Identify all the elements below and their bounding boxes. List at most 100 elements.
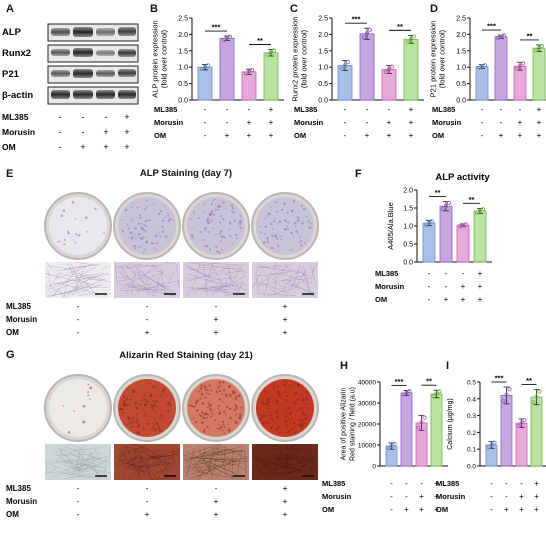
treatment-cell: - — [146, 496, 149, 506]
treatment-row-label: ML385 — [6, 484, 31, 493]
micrograph-tile — [45, 262, 111, 298]
treatment-cell: - — [248, 105, 251, 114]
data-point — [430, 220, 433, 223]
treatment-row-label: Morusin — [6, 497, 37, 506]
treat-cell: + — [124, 142, 129, 152]
data-point — [423, 416, 426, 419]
sig-label: ** — [257, 36, 263, 45]
treatment-cell: - — [390, 479, 393, 488]
treatment-cell: + — [387, 118, 392, 127]
micrograph-tile — [114, 444, 180, 480]
treatment-row-label: Morusin — [436, 492, 466, 501]
treatment-cell: + — [404, 505, 409, 514]
treatment-cell: + — [283, 314, 288, 324]
treatment-cell: + — [537, 118, 542, 127]
sig-label: ** — [527, 31, 533, 40]
bar — [401, 393, 412, 466]
y-tick-label: 1.5 — [456, 48, 466, 55]
treatment-cell: + — [247, 131, 252, 140]
bar — [457, 225, 469, 262]
treatment-cell: + — [537, 131, 542, 140]
treatment-row-label: ML385 — [154, 105, 177, 114]
treatment-cell: - — [520, 479, 523, 488]
data-point — [408, 390, 411, 393]
micrograph-tile — [252, 444, 318, 480]
treatment-cell: - — [481, 118, 484, 127]
treatment-cell: - — [428, 282, 431, 291]
treat-cell: - — [82, 112, 85, 122]
treatment-row-label: ML385 — [294, 105, 317, 114]
treatment-row-label: Morusin — [6, 315, 37, 324]
y-axis-label: Runx2 protein expression — [291, 16, 300, 101]
treatment-row-label: OM — [6, 328, 19, 337]
y-tick-label: 0.5 — [318, 81, 328, 88]
well-dish — [252, 193, 318, 259]
bar — [404, 39, 418, 100]
treatment-cell: - — [445, 269, 448, 278]
treatment-cell: - — [390, 505, 393, 514]
treat-cell: + — [103, 142, 108, 152]
treatment-cell: + — [365, 131, 370, 140]
treatment-cell: - — [519, 105, 522, 114]
treatment-cell: - — [215, 483, 218, 493]
y-tick-label: 0.1 — [467, 447, 476, 454]
treatment-cell: - — [445, 282, 448, 291]
treatment-cell: - — [146, 314, 149, 324]
treatment-row-label: OM — [375, 295, 387, 304]
y-tick-label: 20000 — [358, 422, 376, 429]
ars-staining-svg: ML385---+Morusin--++OM-+++ — [0, 364, 346, 528]
sig-label: ** — [469, 195, 475, 204]
treatment-cell: - — [226, 118, 229, 127]
bar — [474, 211, 486, 262]
treatment-cell: - — [481, 131, 484, 140]
y-tick-label: 0.4 — [467, 396, 476, 403]
treatment-cell: + — [444, 295, 449, 304]
y-tick-label: 1.5 — [318, 48, 328, 55]
treatment-row-label: OM — [6, 510, 19, 519]
well-dish — [45, 375, 111, 441]
treatment-cell: + — [283, 483, 288, 493]
bar — [516, 423, 527, 466]
well-dish — [114, 193, 180, 259]
sig-label: ** — [397, 22, 403, 31]
treat-cell: + — [124, 127, 129, 137]
y-tick-label: 2.5 — [456, 16, 466, 23]
treat-cell: + — [103, 127, 108, 137]
treatment-cell: + — [214, 496, 219, 506]
treatment-cell: - — [344, 131, 347, 140]
sig-label: *** — [495, 374, 504, 383]
data-point — [228, 35, 231, 38]
treatment-cell: - — [146, 301, 149, 311]
y-tick-label: 1.0 — [178, 65, 188, 72]
y-tick-label: 2.0 — [178, 32, 188, 39]
treatment-cell: - — [420, 479, 423, 488]
wb-label-bactin: β-actin — [2, 90, 33, 101]
treatment-row-label: ML385 — [436, 479, 459, 488]
treatment-cell: + — [504, 505, 509, 514]
y-axis-label: A405/Ala.Blue — [386, 202, 395, 250]
treatment-cell: + — [461, 295, 466, 304]
y-tick-label: 1.0 — [403, 224, 413, 231]
bar — [501, 395, 512, 466]
bar — [495, 37, 507, 100]
chart-svg-f: ALP activity0.00.51.01.52.0A405/Ala.Blue… — [355, 168, 531, 328]
bar — [242, 72, 256, 100]
sig-label: *** — [395, 377, 404, 386]
treatment-cell: + — [247, 118, 252, 127]
wb-treatment-table: ML385 Morusin OM - - - + - - + + - + + + — [2, 112, 130, 152]
bar — [531, 397, 542, 466]
treatment-cell: - — [204, 105, 207, 114]
treat-row-om: OM — [2, 142, 16, 152]
bar — [440, 206, 452, 262]
bar — [264, 53, 278, 100]
treatment-row-label: OM — [436, 505, 448, 514]
bar — [476, 67, 488, 100]
micrograph-tile — [45, 444, 111, 480]
treatment-cell: - — [405, 479, 408, 488]
bar — [220, 38, 234, 100]
